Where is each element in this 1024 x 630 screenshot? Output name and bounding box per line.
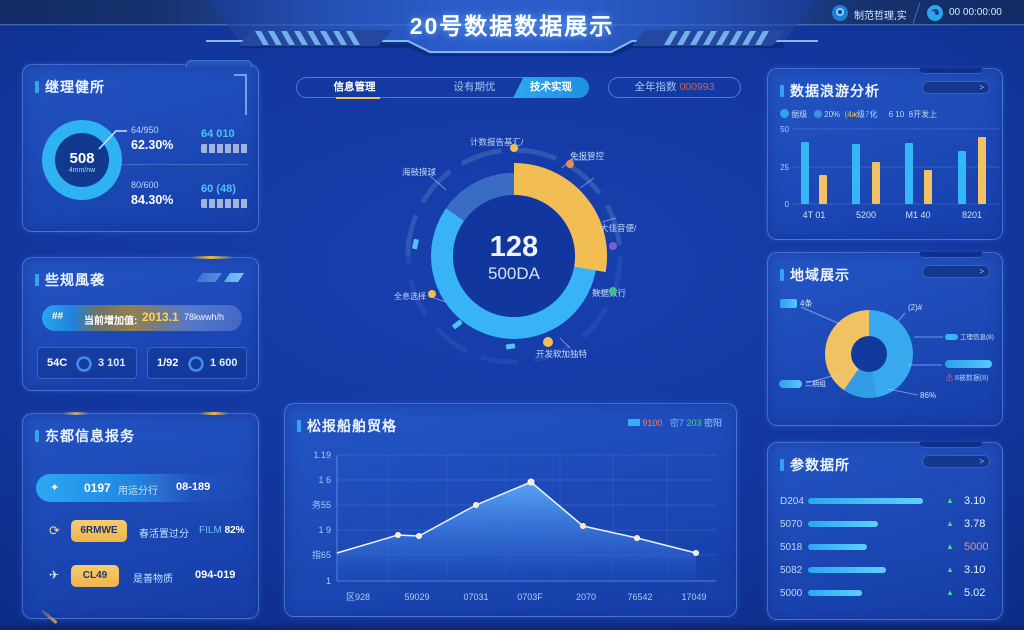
svg-text:50: 50 xyxy=(780,125,789,134)
svg-text:0703F: 0703F xyxy=(517,592,543,602)
svg-text:8201: 8201 xyxy=(962,210,982,220)
svg-text:1 6: 1 6 xyxy=(318,475,331,485)
svg-text:5200: 5200 xyxy=(856,210,876,220)
svg-text:4T 01: 4T 01 xyxy=(803,210,826,220)
svg-text:务55: 务55 xyxy=(312,499,331,510)
svg-text:0: 0 xyxy=(785,200,790,209)
svg-text:59029: 59029 xyxy=(404,592,429,602)
svg-text:1 9: 1 9 xyxy=(318,525,331,535)
svg-text:07031: 07031 xyxy=(463,592,488,602)
svg-text:指65: 指65 xyxy=(312,549,331,560)
svg-text:76542: 76542 xyxy=(627,592,652,602)
svg-text:1.19: 1.19 xyxy=(313,450,331,460)
svg-text:区928: 区928 xyxy=(346,592,370,602)
svg-text:1: 1 xyxy=(326,576,331,586)
svg-text:2070: 2070 xyxy=(576,592,596,602)
svg-text:M1 40: M1 40 xyxy=(905,210,930,220)
svg-text:25: 25 xyxy=(780,163,789,172)
svg-text:17049: 17049 xyxy=(681,592,706,602)
